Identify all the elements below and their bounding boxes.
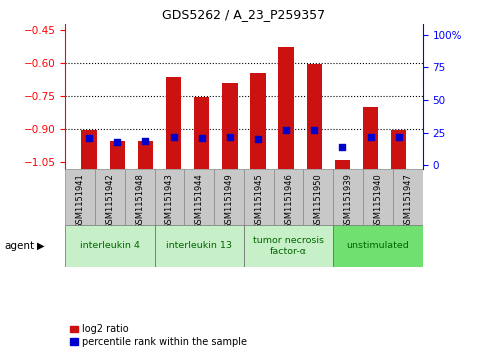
Bar bbox=[155, 169, 185, 225]
Point bbox=[339, 144, 346, 150]
Bar bbox=[110, 141, 125, 169]
Bar bbox=[138, 141, 153, 169]
Bar bbox=[333, 169, 363, 225]
Bar bbox=[391, 130, 406, 169]
Text: GSM1151945: GSM1151945 bbox=[255, 173, 263, 229]
Title: GDS5262 / A_23_P259357: GDS5262 / A_23_P259357 bbox=[162, 8, 326, 21]
Text: unstimulated: unstimulated bbox=[347, 241, 409, 250]
Bar bbox=[244, 169, 274, 225]
Bar bbox=[65, 169, 95, 225]
Text: GSM1151950: GSM1151950 bbox=[314, 173, 323, 229]
Text: GSM1151947: GSM1151947 bbox=[403, 173, 412, 229]
Point bbox=[114, 139, 121, 145]
Bar bbox=[278, 47, 294, 169]
Text: GSM1151942: GSM1151942 bbox=[105, 173, 114, 229]
Point bbox=[170, 134, 177, 139]
Bar bbox=[363, 107, 378, 169]
Point bbox=[226, 134, 234, 139]
Bar bbox=[222, 83, 238, 169]
Bar bbox=[95, 169, 125, 225]
Bar bbox=[307, 64, 322, 169]
Bar bbox=[303, 169, 333, 225]
Bar bbox=[393, 169, 423, 225]
Bar bbox=[155, 225, 244, 267]
Text: interleukin 13: interleukin 13 bbox=[166, 241, 232, 250]
Text: agent: agent bbox=[5, 241, 35, 251]
Bar bbox=[333, 225, 423, 267]
Bar bbox=[244, 225, 333, 267]
Bar bbox=[335, 160, 350, 169]
Point bbox=[367, 134, 374, 139]
Text: GSM1151939: GSM1151939 bbox=[344, 173, 353, 229]
Bar bbox=[274, 169, 303, 225]
Text: GSM1151940: GSM1151940 bbox=[373, 173, 383, 229]
Point bbox=[282, 127, 290, 133]
Point bbox=[142, 138, 149, 143]
Bar bbox=[82, 130, 97, 169]
Bar bbox=[125, 169, 155, 225]
Bar bbox=[185, 169, 214, 225]
Text: GSM1151944: GSM1151944 bbox=[195, 173, 204, 229]
Point bbox=[85, 135, 93, 141]
Bar bbox=[194, 97, 210, 169]
Bar bbox=[250, 73, 266, 169]
Text: GSM1151948: GSM1151948 bbox=[135, 173, 144, 229]
Point bbox=[254, 136, 262, 142]
Text: interleukin 4: interleukin 4 bbox=[80, 241, 140, 250]
Bar bbox=[65, 225, 155, 267]
Point bbox=[198, 135, 206, 141]
Bar bbox=[214, 169, 244, 225]
Text: GSM1151943: GSM1151943 bbox=[165, 173, 174, 229]
Text: ▶: ▶ bbox=[37, 241, 45, 251]
Bar bbox=[166, 77, 181, 169]
Bar bbox=[363, 169, 393, 225]
Text: GSM1151949: GSM1151949 bbox=[225, 173, 233, 229]
Legend: log2 ratio, percentile rank within the sample: log2 ratio, percentile rank within the s… bbox=[70, 324, 247, 347]
Text: GSM1151946: GSM1151946 bbox=[284, 173, 293, 229]
Point bbox=[395, 134, 402, 139]
Text: GSM1151941: GSM1151941 bbox=[76, 173, 85, 229]
Text: tumor necrosis
factor-α: tumor necrosis factor-α bbox=[253, 236, 324, 256]
Point bbox=[311, 127, 318, 133]
